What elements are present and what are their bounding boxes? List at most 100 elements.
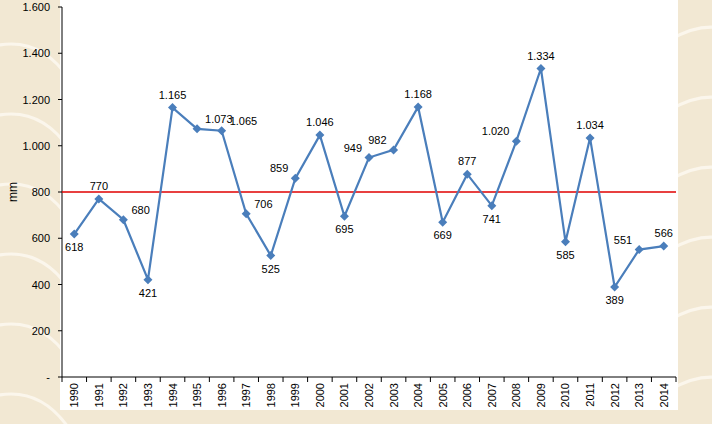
data-point: [512, 137, 521, 146]
data-point: [193, 124, 202, 133]
data-label: 389: [605, 294, 623, 306]
y-tick-label: 200: [32, 325, 50, 337]
y-tick-label: 1.000: [22, 140, 50, 152]
x-tick: [111, 377, 112, 382]
data-label: 680: [131, 204, 149, 216]
y-tick: [58, 377, 62, 378]
plot-panel: [60, 0, 678, 410]
data-point: [610, 283, 619, 292]
data-label: 585: [556, 249, 574, 261]
x-tick: [283, 377, 284, 382]
data-label: 877: [458, 155, 476, 167]
y-tick-label: 800: [32, 186, 50, 198]
data-label: 949: [344, 142, 362, 154]
x-tick: [676, 377, 677, 382]
data-label: 1.046: [306, 116, 334, 128]
x-tick: [626, 377, 627, 382]
x-tick: [184, 377, 185, 382]
x-tick: [602, 377, 603, 382]
data-label: 618: [65, 241, 83, 253]
data-label: 1.165: [159, 89, 187, 101]
data-label: 741: [483, 213, 501, 225]
y-tick: [58, 284, 62, 285]
x-tick-label: 2000: [314, 383, 326, 407]
reference-line: [62, 191, 676, 193]
x-tick-label: 1996: [216, 383, 228, 407]
x-tick-label: 2002: [363, 383, 375, 407]
x-tick-label: 2012: [609, 383, 621, 407]
y-tick-label: 1.400: [22, 47, 50, 59]
series-group: [70, 64, 668, 292]
data-label: 706: [254, 198, 272, 210]
data-label: 1.034: [576, 119, 604, 131]
x-tick-label: 2001: [338, 383, 350, 407]
data-point: [94, 194, 103, 203]
x-tick: [405, 377, 406, 382]
x-tick-label: 2013: [633, 383, 645, 407]
data-point: [561, 237, 570, 246]
x-tick-label: 2005: [437, 383, 449, 407]
background-decoration: [0, 0, 712, 424]
data-point: [70, 230, 79, 239]
x-axis-line: [62, 377, 676, 378]
y-tick: [58, 330, 62, 331]
x-tick-label: 2004: [412, 383, 424, 407]
data-label: 982: [368, 134, 386, 146]
x-tick-label: 2003: [388, 383, 400, 407]
data-point: [586, 133, 595, 142]
decor-arc: [0, 394, 70, 424]
x-tick: [651, 377, 652, 382]
data-point: [659, 242, 668, 251]
data-label: 1.073: [205, 113, 233, 125]
data-label: 770: [90, 180, 108, 192]
decor-arc: [0, 324, 70, 360]
data-labels: 6187706804211.1651.0731.0657065258591.04…: [65, 50, 673, 307]
x-tick-label: 1990: [68, 383, 80, 407]
x-tick-label: 2006: [461, 383, 473, 407]
x-tick-label: 1995: [191, 383, 203, 407]
x-tick: [160, 377, 161, 382]
data-point: [389, 145, 398, 154]
x-tick: [553, 377, 554, 382]
data-point: [463, 170, 472, 179]
x-tick: [577, 377, 578, 382]
x-tick: [504, 377, 505, 382]
x-tick-label: 1991: [93, 383, 105, 407]
x-tick-label: 2009: [535, 383, 547, 407]
data-point: [168, 103, 177, 112]
y-axis: -2004006008001.0001.2001.4001.600: [22, 1, 62, 383]
x-axis: 1990199119921993199419951996199719981999…: [62, 377, 676, 407]
y-tick-label: 1.200: [22, 94, 50, 106]
data-label: 1.020: [482, 125, 510, 137]
x-tick: [454, 377, 455, 382]
y-tick: [58, 145, 62, 146]
x-tick: [528, 377, 529, 382]
series-line: [74, 69, 663, 288]
x-tick-label: 1993: [142, 383, 154, 407]
data-point: [266, 251, 275, 260]
data-point: [635, 245, 644, 254]
decor-arc: [0, 254, 70, 290]
data-point: [143, 275, 152, 284]
data-label: 669: [434, 229, 452, 241]
x-tick: [209, 377, 210, 382]
data-label: 859: [270, 162, 288, 174]
y-tick: [58, 53, 62, 54]
x-tick-label: 2011: [584, 383, 596, 407]
data-label: 1.334: [527, 50, 555, 62]
x-tick-label: 1992: [117, 383, 129, 407]
x-tick-label: 1997: [240, 383, 252, 407]
x-tick: [258, 377, 259, 382]
x-tick-label: 2007: [486, 383, 498, 407]
data-label: 566: [655, 227, 673, 239]
x-tick-label: 2014: [658, 383, 670, 407]
data-point: [119, 215, 128, 224]
data-point: [242, 209, 251, 218]
chart-svg: -2004006008001.0001.2001.4001.600mm19901…: [0, 0, 712, 424]
data-label: 1.065: [230, 115, 258, 127]
x-tick: [307, 377, 308, 382]
data-label: 695: [335, 223, 353, 235]
data-point: [315, 131, 324, 140]
y-tick-label: -: [46, 371, 50, 383]
y-tick: [58, 238, 62, 239]
